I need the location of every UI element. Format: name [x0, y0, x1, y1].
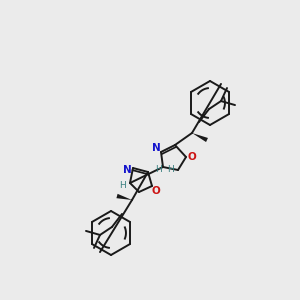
Text: H: H	[120, 182, 126, 190]
Polygon shape	[116, 194, 132, 200]
Text: H: H	[167, 166, 173, 175]
Text: O: O	[188, 152, 196, 162]
Text: H: H	[154, 164, 161, 173]
Polygon shape	[192, 133, 208, 142]
Text: O: O	[152, 186, 160, 196]
Text: N: N	[123, 165, 131, 175]
Text: N: N	[152, 143, 160, 153]
